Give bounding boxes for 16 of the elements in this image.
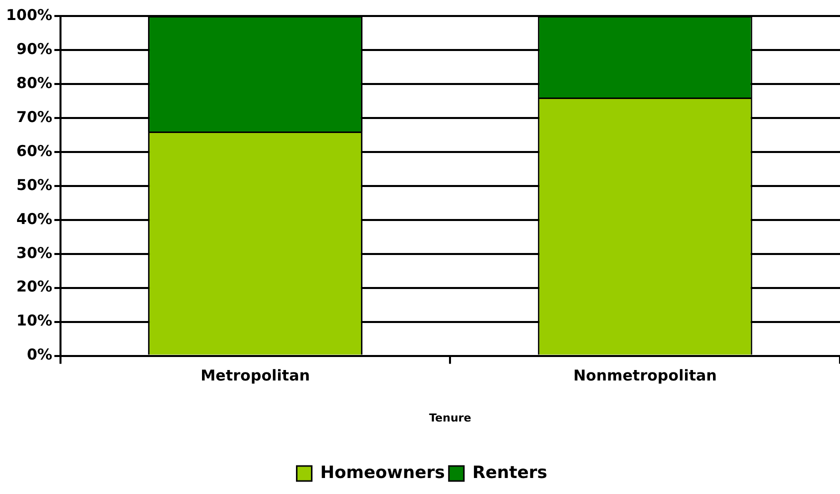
- x-tick-label: Metropolitan: [200, 366, 310, 385]
- legend-label: Renters: [472, 462, 548, 483]
- y-tick-label: 70%: [16, 108, 52, 126]
- y-tick-label: 30%: [16, 244, 52, 262]
- y-tick-label: 40%: [16, 210, 52, 228]
- y-tick-label: 90%: [16, 40, 52, 58]
- y-tick-label: 60%: [16, 142, 52, 160]
- x-axis-title: Tenure: [429, 411, 472, 424]
- legend-label: Homeowners: [320, 462, 445, 483]
- x-tick-label: Nonmetropolitan: [573, 366, 717, 385]
- y-tick-label: 20%: [16, 278, 52, 296]
- y-tick-label: 100%: [6, 6, 52, 24]
- y-tick-label: 0%: [26, 346, 52, 364]
- y-tick-label: 10%: [16, 312, 52, 330]
- y-tick-label: 80%: [16, 74, 52, 92]
- y-tick-label: 50%: [16, 176, 52, 194]
